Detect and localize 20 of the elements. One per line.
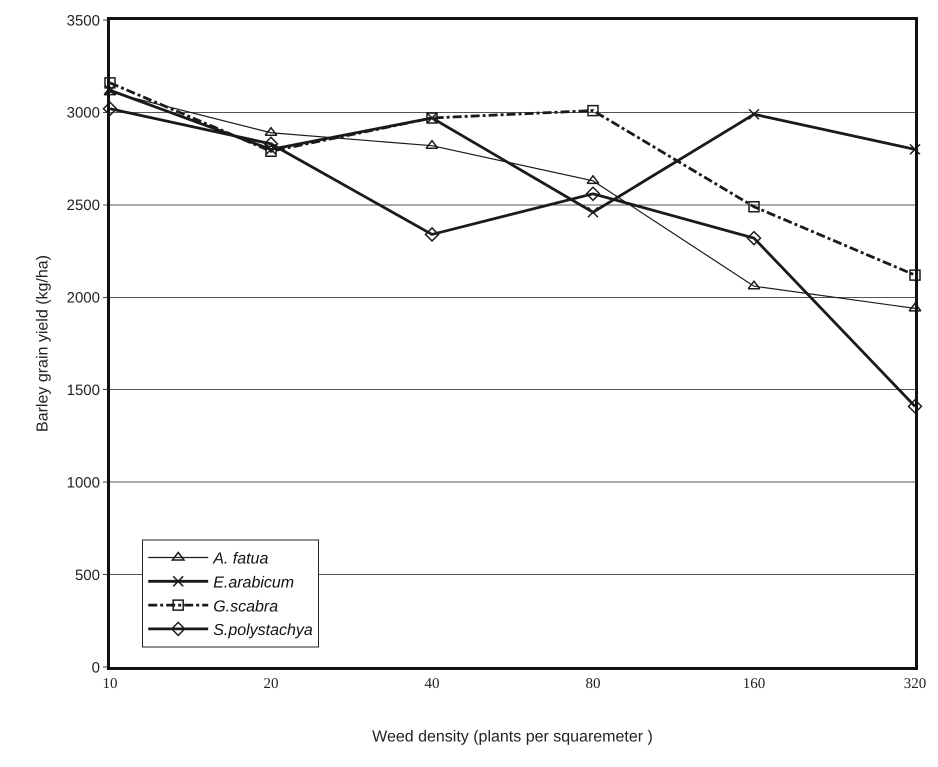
y-tick-label: 1000 (66, 474, 100, 492)
x-tick-label: 320 (904, 676, 926, 692)
legend-label: A. fatua (212, 550, 268, 568)
legend-label: G.scabra (213, 598, 278, 616)
x-tick-label: 40 (424, 676, 440, 692)
y-tick-label: 500 (74, 566, 100, 584)
y-tick-label: 3000 (66, 104, 100, 122)
legend-label: E.arabicum (213, 574, 294, 592)
y-tick-label: 0 (92, 659, 100, 676)
y-tick-label: 3500 (66, 12, 100, 30)
y-axis-title: Barley grain yield (kg/ha) (34, 255, 52, 432)
y-tick-label: 1500 (66, 382, 100, 399)
x-tick-label: 80 (586, 676, 600, 692)
x-tick-label: 160 (742, 676, 766, 692)
legend-label: S.polystachya (213, 622, 313, 640)
x-tick-label: 10 (102, 676, 118, 692)
y-tick-label: 2000 (66, 290, 100, 307)
x-axis-title: Weed density (plants per squaremeter ) (372, 728, 653, 746)
y-tick-label: 2500 (66, 197, 100, 214)
x-tick-label: 20 (264, 676, 278, 692)
